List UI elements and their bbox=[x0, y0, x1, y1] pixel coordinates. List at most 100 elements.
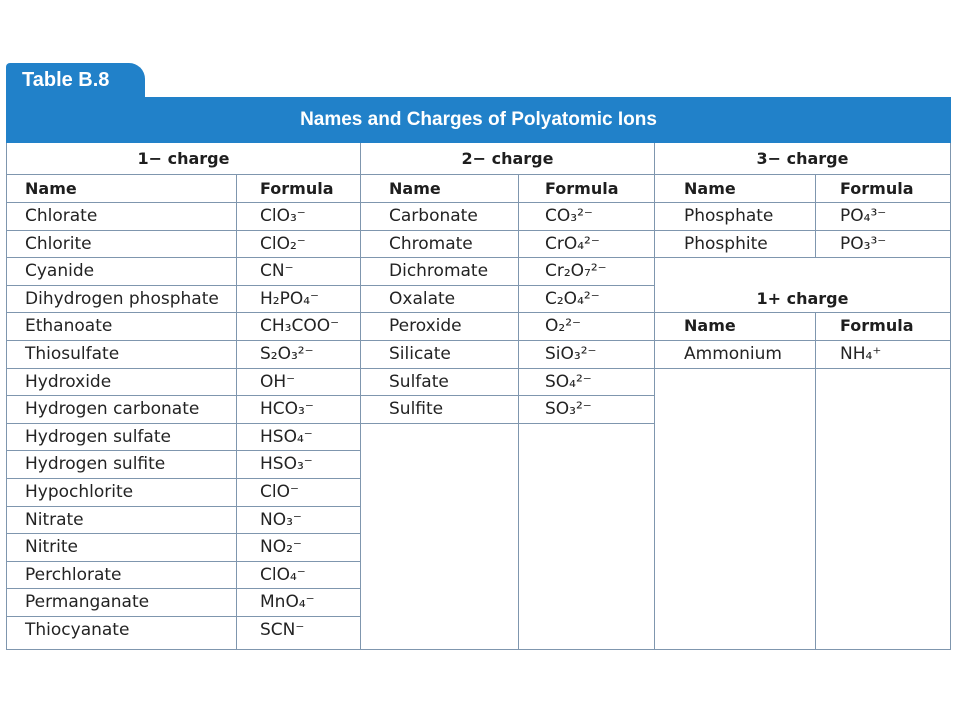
ion-name: Nitrate bbox=[25, 509, 84, 530]
ion-formula: HSO₄⁻ bbox=[260, 426, 313, 447]
ion-row: Permanganate MnO₄⁻ bbox=[7, 589, 360, 617]
ion-name: Carbonate bbox=[389, 206, 478, 226]
ion-name: Chlorate bbox=[25, 206, 98, 226]
ion-row: Thiosulfate S₂O₃²⁻ bbox=[7, 341, 360, 369]
column-header-row: Name Formula bbox=[361, 175, 654, 203]
ion-name: Silicate bbox=[389, 343, 451, 364]
ion-row: Peroxide O₂²⁻ bbox=[361, 313, 654, 341]
ion-formula: SO₃²⁻ bbox=[545, 399, 592, 420]
ion-name: Ammonium bbox=[684, 344, 782, 364]
ion-formula: NH₄⁺ bbox=[840, 344, 882, 364]
ion-formula: CN⁻ bbox=[260, 261, 294, 282]
name-column-header: Name bbox=[25, 179, 77, 198]
ion-row: Chlorite ClO₂⁻ bbox=[7, 231, 360, 259]
ion-row: Oxalate C₂O₄²⁻ bbox=[361, 286, 654, 314]
ion-formula: OH⁻ bbox=[260, 371, 296, 392]
group-1-minus-charge: 1− charge Name Formula Chlorate ClO₃⁻ Chlo… bbox=[7, 143, 361, 649]
ion-row: Dihydrogen phosphate H₂PO₄⁻ bbox=[7, 286, 360, 314]
column-divider bbox=[815, 175, 816, 259]
ion-formula: PO₃³⁻ bbox=[840, 233, 887, 254]
ion-formula: ClO⁻ bbox=[260, 481, 299, 502]
ion-table: 1− charge Name Formula Chlorate ClO₃⁻ Chlo… bbox=[6, 143, 951, 650]
column-divider bbox=[518, 175, 519, 649]
ion-row: Ammonium NH₄⁺ bbox=[655, 341, 950, 369]
ion-row: Hypochlorite ClO⁻ bbox=[7, 479, 360, 507]
ion-name: Hypochlorite bbox=[25, 481, 134, 502]
ion-row: Phosphate PO₄³⁻ bbox=[655, 203, 950, 231]
ion-formula: NO₂⁻ bbox=[260, 537, 302, 558]
column-header-row: Name Formula bbox=[7, 175, 360, 203]
ion-row: Chromate CrO₄²⁻ bbox=[361, 231, 654, 259]
ion-formula: ClO₄⁻ bbox=[260, 564, 306, 585]
ion-rows: Phosphate PO₄³⁻ Phosphite PO₃³⁻ bbox=[655, 203, 950, 259]
ion-formula: PO₄³⁻ bbox=[840, 206, 887, 226]
ion-formula: C₂O₄²⁻ bbox=[545, 288, 600, 309]
table-number-tab: Table B.8 bbox=[6, 63, 145, 98]
ion-name: Hydrogen sulfate bbox=[25, 426, 171, 447]
ion-row: Phosphite PO₃³⁻ bbox=[655, 231, 950, 259]
ion-rows: Chlorate ClO₃⁻ Chlorite ClO₂⁻ Cyanide CN⁻ Dihy… bbox=[7, 203, 360, 645]
table-number: Table B.8 bbox=[22, 69, 110, 91]
ion-name: Hydrogen sulfite bbox=[25, 454, 166, 475]
ion-formula: SCN⁻ bbox=[260, 619, 305, 640]
ion-row: Dichromate Cr₂O₇²⁻ bbox=[361, 258, 654, 286]
group-2-minus-charge: 2− charge Name Formula Carbonate CO₃²⁻ Chr… bbox=[361, 143, 655, 649]
ion-row: Hydrogen sulfate HSO₄⁻ bbox=[7, 424, 360, 452]
ion-row: Hydrogen carbonate HCO₃⁻ bbox=[7, 396, 360, 424]
ion-row: Sulfite SO₃²⁻ bbox=[361, 396, 654, 424]
formula-column-header: Formula bbox=[840, 179, 914, 198]
ion-row: Carbonate CO₃²⁻ bbox=[361, 203, 654, 231]
ion-row: Sulfate SO₄²⁻ bbox=[361, 369, 654, 397]
ion-row: Perchlorate ClO₄⁻ bbox=[7, 562, 360, 590]
formula-column-header: Formula bbox=[840, 316, 914, 336]
ion-formula: HSO₃⁻ bbox=[260, 454, 313, 475]
column-header-row: Name Formula bbox=[655, 313, 950, 341]
charge-header-1-plus: 1+ charge bbox=[655, 258, 950, 314]
ion-row: Thiocyanate SCN⁻ bbox=[7, 617, 360, 645]
column-divider bbox=[815, 313, 816, 649]
ion-row: Nitrate NO₃⁻ bbox=[7, 507, 360, 535]
ion-name: Sulfate bbox=[389, 371, 449, 392]
ion-name: Permanganate bbox=[25, 592, 150, 613]
ion-name: Hydrogen carbonate bbox=[25, 399, 200, 420]
ion-formula: NO₃⁻ bbox=[260, 509, 302, 530]
ion-formula: SiO₃²⁻ bbox=[545, 343, 597, 364]
ion-row: Cyanide CN⁻ bbox=[7, 258, 360, 286]
ion-name: Ethanoate bbox=[25, 316, 113, 337]
ion-name: Oxalate bbox=[389, 288, 456, 309]
ion-formula: CO₃²⁻ bbox=[545, 206, 593, 226]
column-divider bbox=[236, 175, 237, 649]
formula-column-header: Formula bbox=[260, 179, 334, 198]
ion-name: Perchlorate bbox=[25, 564, 122, 585]
ion-row: Silicate SiO₃²⁻ bbox=[361, 341, 654, 369]
charge-header: 3− charge bbox=[655, 143, 950, 175]
ion-formula: CrO₄²⁻ bbox=[545, 233, 600, 254]
ion-formula: CH₃COO⁻ bbox=[260, 316, 340, 337]
ion-row: Ethanoate CH₃COO⁻ bbox=[7, 313, 360, 341]
ion-formula: HCO₃⁻ bbox=[260, 399, 314, 420]
ion-name: Nitrite bbox=[25, 537, 78, 558]
ion-name: Sulfite bbox=[389, 399, 444, 420]
formula-column-header: Formula bbox=[545, 179, 619, 198]
ion-name: Dihydrogen phosphate bbox=[25, 288, 219, 309]
ion-name: Chromate bbox=[389, 233, 473, 254]
name-column-header: Name bbox=[684, 316, 736, 336]
charge-header: 1− charge bbox=[7, 143, 360, 175]
ion-name: Chlorite bbox=[25, 233, 92, 254]
ion-formula: MnO₄⁻ bbox=[260, 592, 315, 613]
ion-name: Cyanide bbox=[25, 261, 95, 282]
name-column-header: Name bbox=[684, 179, 736, 198]
column-header-row: Name Formula bbox=[655, 175, 950, 203]
ion-formula: O₂²⁻ bbox=[545, 316, 581, 337]
ion-name: Peroxide bbox=[389, 316, 462, 337]
ion-row: Nitrite NO₂⁻ bbox=[7, 534, 360, 562]
ion-name: Dichromate bbox=[389, 261, 489, 282]
ion-row: Hydrogen sulfite HSO₃⁻ bbox=[7, 451, 360, 479]
title-bar: Names and Charges of Polyatomic Ions bbox=[6, 97, 951, 143]
charge-header: 2− charge bbox=[361, 143, 654, 175]
table-title: Names and Charges of Polyatomic Ions bbox=[300, 109, 657, 130]
ion-rows: Carbonate CO₃²⁻ Chromate CrO₄²⁻ Dichromate Cr… bbox=[361, 203, 654, 424]
ion-formula: ClO₃⁻ bbox=[260, 206, 306, 226]
name-column-header: Name bbox=[389, 179, 441, 198]
ion-formula: ClO₂⁻ bbox=[260, 233, 306, 254]
